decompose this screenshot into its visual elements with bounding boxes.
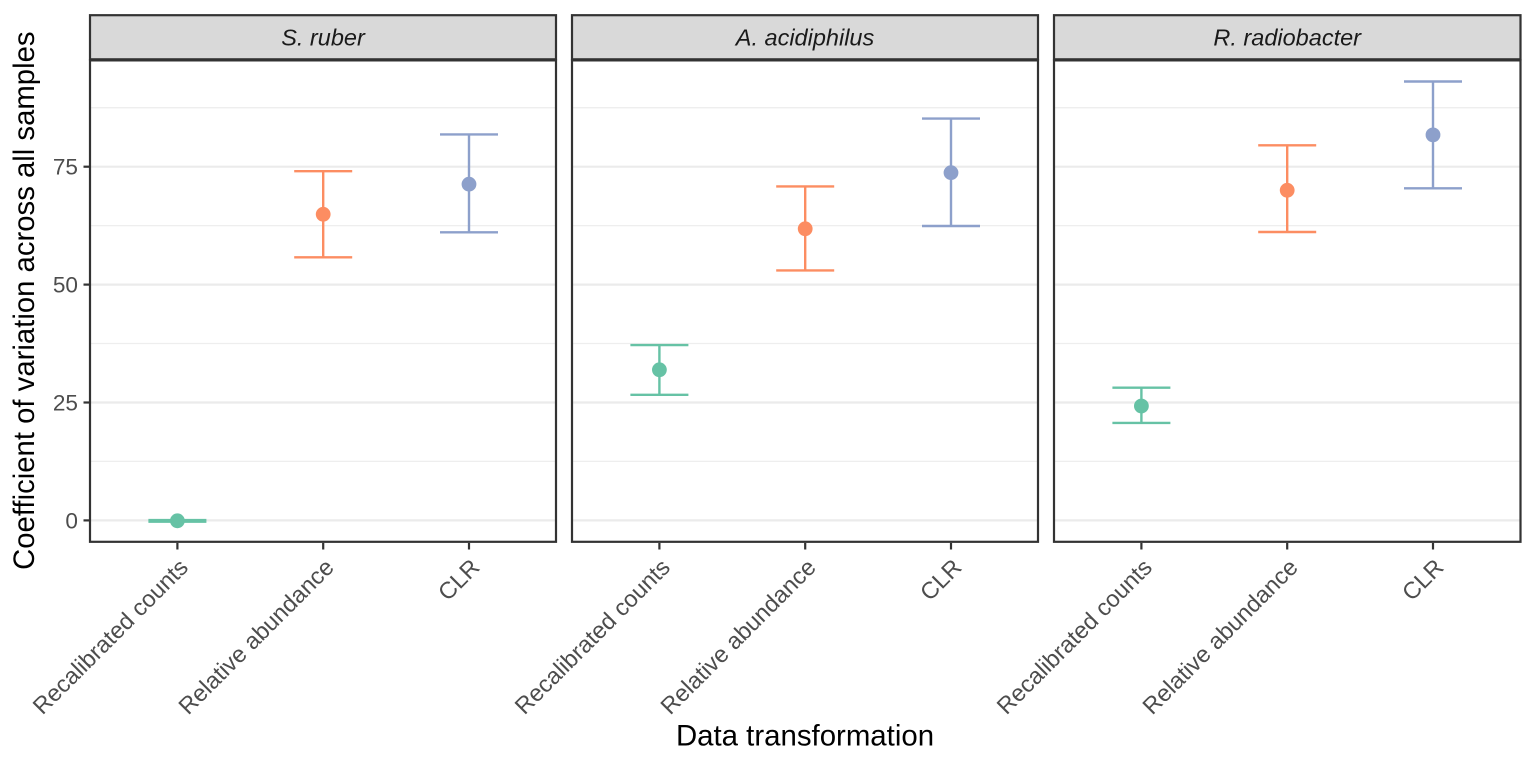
svg-text:25: 25: [53, 391, 78, 416]
svg-text:Data transformation: Data transformation: [676, 720, 934, 753]
svg-text:50: 50: [53, 273, 78, 298]
svg-text:S. ruber: S. ruber: [281, 25, 366, 51]
svg-text:R. radiobacter: R. radiobacter: [1213, 25, 1362, 51]
svg-text:A. acidiphilus: A. acidiphilus: [734, 25, 875, 51]
svg-text:Coefficient of variation acros: Coefficient of variation across all samp…: [8, 31, 41, 569]
svg-text:75: 75: [53, 155, 78, 180]
svg-text:0: 0: [65, 508, 78, 533]
